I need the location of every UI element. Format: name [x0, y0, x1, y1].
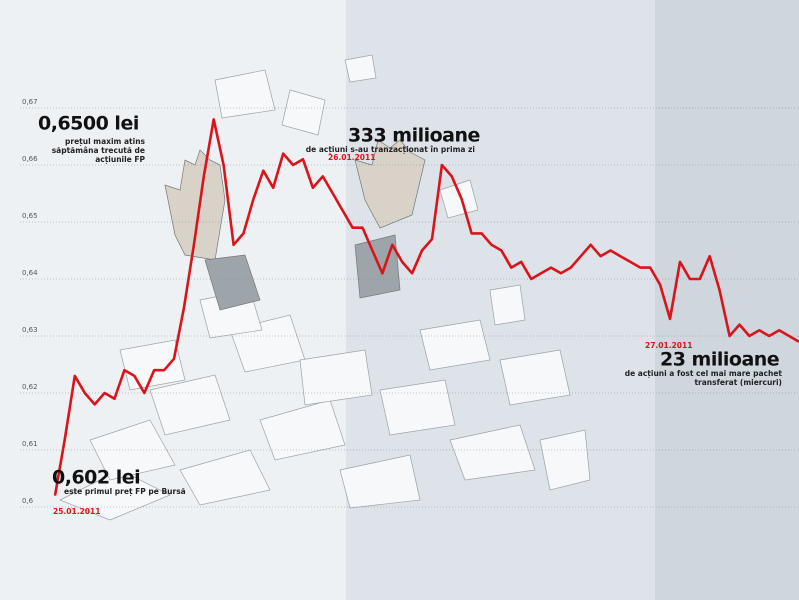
- annotation-text: este primul preț FP pe Bursă: [64, 487, 186, 497]
- annotation-text: transferat (miercuri): [694, 378, 782, 387]
- y-tick-label: 0,61: [22, 440, 38, 448]
- y-tick-label: 0,67: [22, 98, 38, 106]
- annotation-headline: 0,602 lei: [52, 467, 140, 489]
- y-tick-label: 0,65: [22, 212, 38, 220]
- annotation-text: de acțiuni s-au tranzacționat în prima z…: [306, 145, 475, 155]
- hands-illustration: [164, 139, 426, 311]
- annotation-headline: 333 milioane: [348, 125, 480, 147]
- price-line: [53, 118, 799, 496]
- annotation-text: acțiunile FP: [95, 155, 145, 165]
- annotation-text: săptămâna trecută de: [52, 146, 145, 155]
- annotation-date: 26.01.2011: [328, 153, 375, 162]
- y-tick-label: 0,6: [22, 497, 34, 505]
- annotation-headline: 0,6500 lei: [38, 113, 139, 135]
- y-tick-label: 0,62: [22, 383, 38, 391]
- y-tick-label: 0,63: [22, 326, 38, 334]
- annotation-text: de acțiuni a fost cel mai mare pachet: [625, 369, 783, 379]
- y-tick-label: 0,66: [22, 155, 38, 163]
- y-tick-label: 0,64: [22, 269, 38, 277]
- panel-day-1: [0, 0, 346, 600]
- panel-day-3: [655, 0, 799, 600]
- annotation-date: 25.01.2011: [53, 507, 100, 516]
- annotation-date: 27.01.2011: [645, 341, 692, 350]
- annotation-text: prețul maxim atins: [65, 137, 146, 147]
- annotation-headline: 23 milioane: [660, 349, 779, 371]
